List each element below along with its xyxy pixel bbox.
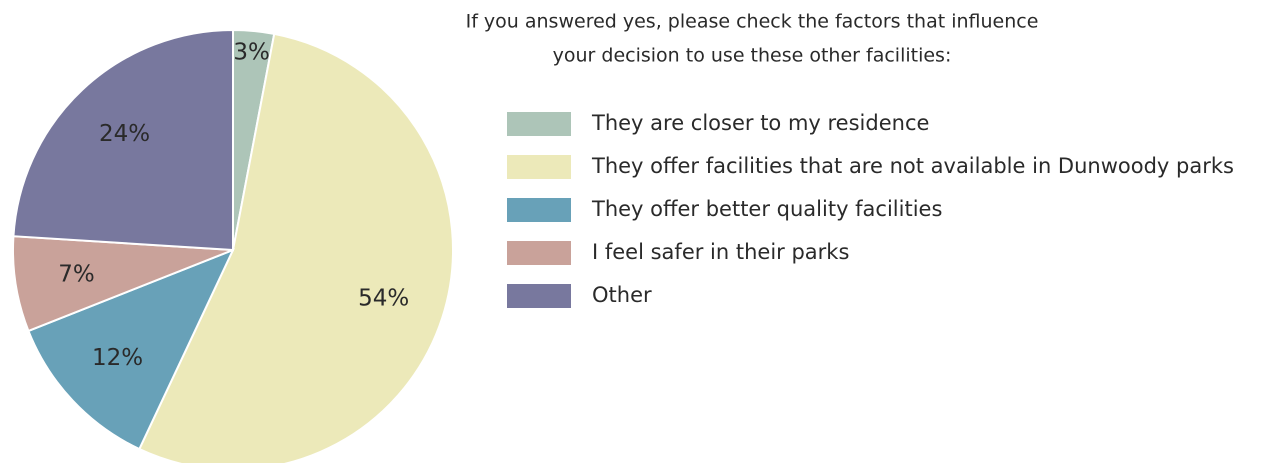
legend-label: Other xyxy=(592,283,652,307)
pie-slice xyxy=(27,248,235,451)
legend-label: They are closer to my residence xyxy=(591,111,929,135)
legend-label: I feel safer in their parks xyxy=(592,240,849,264)
data-label: 12% xyxy=(92,345,143,371)
chart-title: If you answered yes, please check the fa… xyxy=(466,11,1039,33)
data-label: 24% xyxy=(99,121,150,147)
legend-label: They offer better quality facilities xyxy=(591,197,942,221)
legend-swatch xyxy=(507,112,571,136)
legend-label: They offer facilities that are not avail… xyxy=(591,154,1234,178)
data-label: 54% xyxy=(358,285,409,311)
legend-swatch xyxy=(507,155,571,179)
legend-swatch xyxy=(507,284,571,308)
legend-swatch xyxy=(507,198,571,222)
pie-slice xyxy=(12,28,234,252)
data-label: 3% xyxy=(233,39,270,65)
chart-title: your decision to use these other facilit… xyxy=(553,45,952,67)
data-label: 7% xyxy=(58,261,95,287)
legend-swatch xyxy=(507,241,571,265)
pie-slice xyxy=(137,32,454,463)
